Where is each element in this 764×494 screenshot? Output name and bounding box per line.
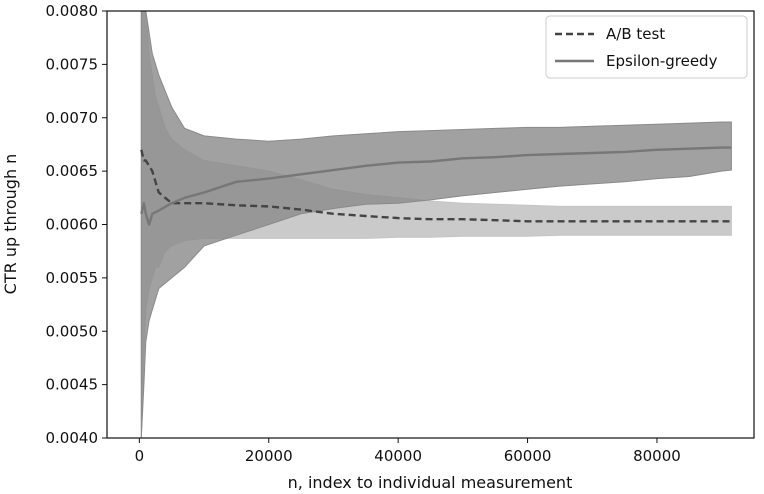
legend: A/B test Epsilon-greedy xyxy=(545,15,748,79)
y-tick-label: 0.0045 xyxy=(46,376,99,394)
y-tick-label: 0.0055 xyxy=(46,269,99,287)
line-a-b-test xyxy=(140,149,732,223)
y-tick-label: 0.0040 xyxy=(46,429,99,447)
legend-label-ab-test: A/B test xyxy=(606,25,665,43)
x-tick-label: 20000 xyxy=(245,447,293,465)
y-tick-label: 0.0070 xyxy=(46,109,99,127)
series-lines xyxy=(140,146,732,226)
y-tick-label: 0.0060 xyxy=(46,216,99,234)
x-tick-label: 40000 xyxy=(374,447,422,465)
y-axis-label: CTR up through n xyxy=(1,154,20,295)
y-axis: 0.0040 0.0045 0.0050 0.0055 0.0060 0.0065 0.00… xyxy=(46,2,107,447)
band-epsilon-greedy xyxy=(140,11,732,438)
x-tick-label: 80000 xyxy=(633,447,681,465)
line-epsilon-greedy xyxy=(140,146,732,226)
y-tick-label: 0.0080 xyxy=(46,2,99,20)
legend-label-epsilon-greedy: Epsilon-greedy xyxy=(606,52,718,70)
confidence-bands xyxy=(140,11,732,438)
y-tick-label: 0.0050 xyxy=(46,322,99,340)
x-tick-label: 60000 xyxy=(504,447,552,465)
legend-box xyxy=(545,15,748,79)
x-tick-label: 0 xyxy=(135,447,145,465)
y-tick-label: 0.0075 xyxy=(46,55,99,73)
x-axis: 0 20000 40000 60000 80000 xyxy=(135,438,681,465)
y-tick-label: 0.0065 xyxy=(46,162,99,180)
x-axis-label: n, index to individual measurement xyxy=(288,473,573,492)
